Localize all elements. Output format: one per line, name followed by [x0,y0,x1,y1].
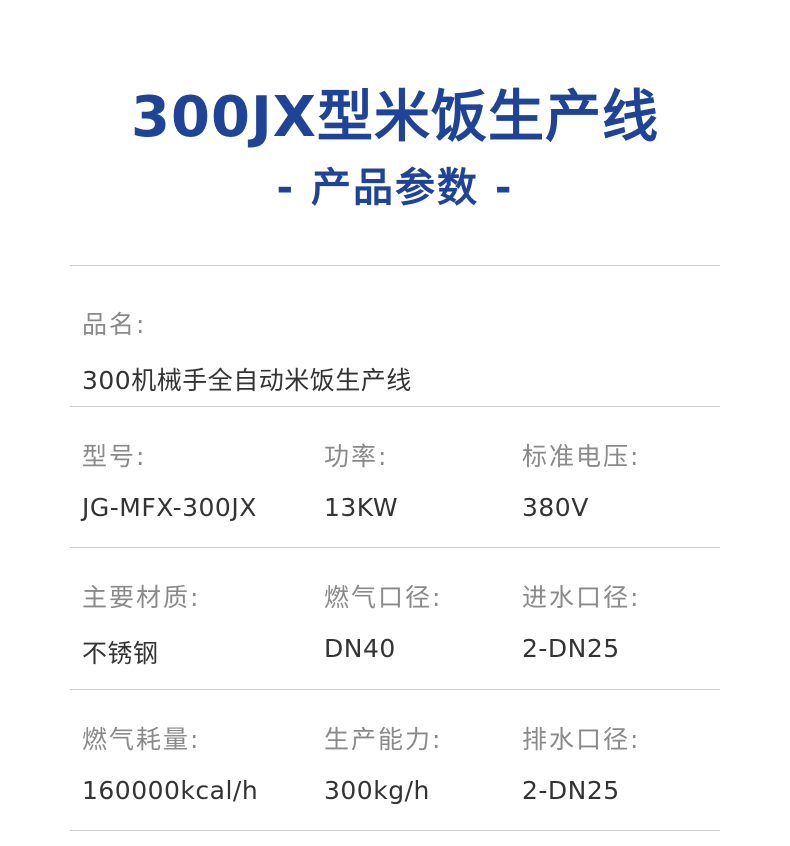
divider [70,265,720,266]
spec-value: 300机械手全自动米饭生产线 [82,366,412,395]
spec-label: 功率: [324,442,389,471]
spec-value: 160000kcal/h [82,776,259,805]
spec-value: 300kg/h [324,776,430,805]
spec-product-name: 品名: 300机械手全自动米饭生产线 [82,305,412,397]
spec-value: 2-DN25 [522,634,620,663]
page-title: 300JX型米饭生产线 [131,85,659,150]
spec-model: 型号: JG-MFX-300JX [82,437,257,522]
spec-label: 生产能力: [324,725,443,754]
spec-label: 燃气口径: [324,583,443,612]
page-subtitle: - 产品参数 - [276,165,514,211]
spec-capacity: 生产能力: 300kg/h [324,720,442,805]
divider [70,547,720,548]
spec-label: 燃气耗量: [82,725,201,754]
spec-drain: 排水口径: 2-DN25 [522,720,640,805]
spec-gas-consumption: 燃气耗量: 160000kcal/h [82,720,258,805]
spec-power: 功率: 13KW [324,437,398,522]
divider [70,830,720,831]
spec-material: 主要材质: 不锈钢 [82,578,200,670]
divider [70,689,720,690]
spec-value: DN40 [324,634,396,663]
spec-label: 进水口径: [522,583,641,612]
spec-value: 380V [522,493,589,522]
spec-value: 2-DN25 [522,776,620,805]
spec-value: 不锈钢 [82,639,159,668]
spec-gas-diameter: 燃气口径: DN40 [324,578,442,663]
spec-voltage: 标准电压: 380V [522,437,640,522]
spec-value: JG-MFX-300JX [82,493,257,522]
spec-label: 品名: [82,310,147,339]
spec-label: 排水口径: [522,725,641,754]
spec-water-inlet: 进水口径: 2-DN25 [522,578,640,663]
spec-value: 13KW [324,493,399,522]
spec-label: 型号: [82,442,147,471]
spec-label: 主要材质: [82,583,201,612]
spec-label: 标准电压: [522,442,641,471]
divider [70,406,720,407]
